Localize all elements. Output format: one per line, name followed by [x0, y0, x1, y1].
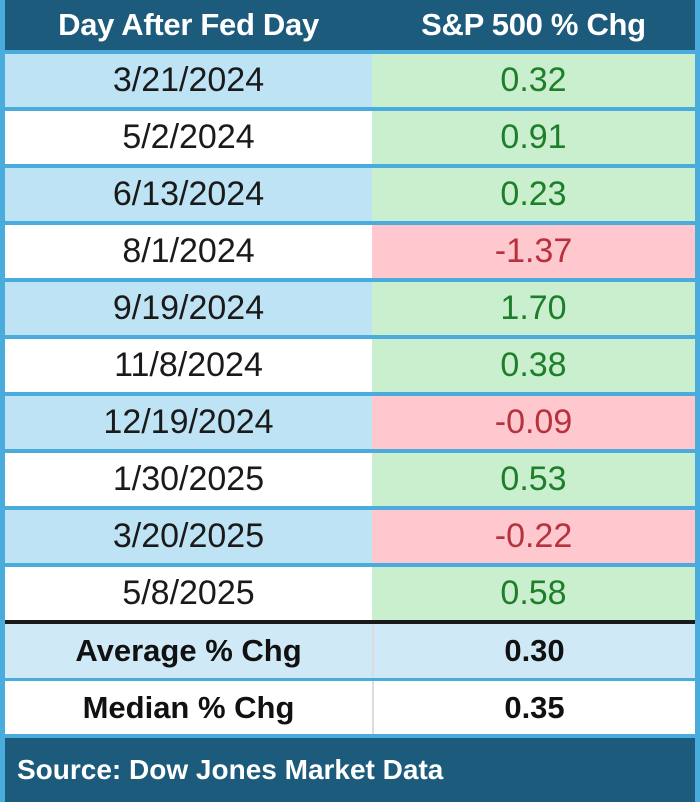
value-cell: 0.91: [372, 111, 695, 164]
table-row: 5/8/2025 0.58: [5, 567, 695, 624]
table-row: 8/1/2024 -1.37: [5, 225, 695, 282]
value-cell: 0.58: [372, 567, 695, 620]
table-row: 6/13/2024 0.23: [5, 168, 695, 225]
header-col-date: Day After Fed Day: [58, 7, 319, 42]
table-row: 11/8/2024 0.38: [5, 339, 695, 396]
average-value: 0.30: [372, 624, 695, 678]
average-label: Average % Chg: [75, 633, 302, 668]
table-row: 1/30/2025 0.53: [5, 453, 695, 510]
value-cell: 0.38: [372, 339, 695, 392]
table-row: 3/21/2024 0.32: [5, 54, 695, 111]
median-row: Median % Chg 0.35: [5, 681, 695, 738]
value-cell: -0.22: [372, 510, 695, 563]
date-cell: 5/2/2024: [5, 111, 372, 164]
date-cell: 9/19/2024: [5, 282, 372, 335]
value-cell: -1.37: [372, 225, 695, 278]
header-col-change: S&P 500 % Chg: [421, 7, 646, 42]
date-cell: 11/8/2024: [5, 339, 372, 392]
value-cell: 0.32: [372, 54, 695, 107]
table-body: 3/21/2024 0.32 5/2/2024 0.91 6/13/2024 0.23 8/…: [5, 54, 695, 624]
value-cell: 1.70: [372, 282, 695, 335]
date-cell: 6/13/2024: [5, 168, 372, 221]
date-cell: 12/19/2024: [5, 396, 372, 449]
median-label: Median % Chg: [82, 689, 295, 725]
table-row: 3/20/2025 -0.22: [5, 510, 695, 567]
value-cell: 0.53: [372, 453, 695, 506]
value-cell: 0.23: [372, 168, 695, 221]
table-header: Day After Fed Day S&P 500 % Chg: [5, 0, 695, 54]
date-cell: 8/1/2024: [5, 225, 372, 278]
table-row: 9/19/2024 1.70: [5, 282, 695, 339]
table-row: 5/2/2024 0.91: [5, 111, 695, 168]
date-cell: 5/8/2025: [5, 567, 372, 620]
source-note: Source: Dow Jones Market Data: [5, 738, 695, 802]
date-cell: 1/30/2025: [5, 453, 372, 506]
table-row: 12/19/2024 -0.09: [5, 396, 695, 453]
median-value: 0.35: [372, 681, 695, 734]
date-cell: 3/21/2024: [5, 54, 372, 107]
average-row: Average % Chg 0.30: [5, 624, 695, 681]
date-cell: 3/20/2025: [5, 510, 372, 563]
value-cell: -0.09: [372, 396, 695, 449]
